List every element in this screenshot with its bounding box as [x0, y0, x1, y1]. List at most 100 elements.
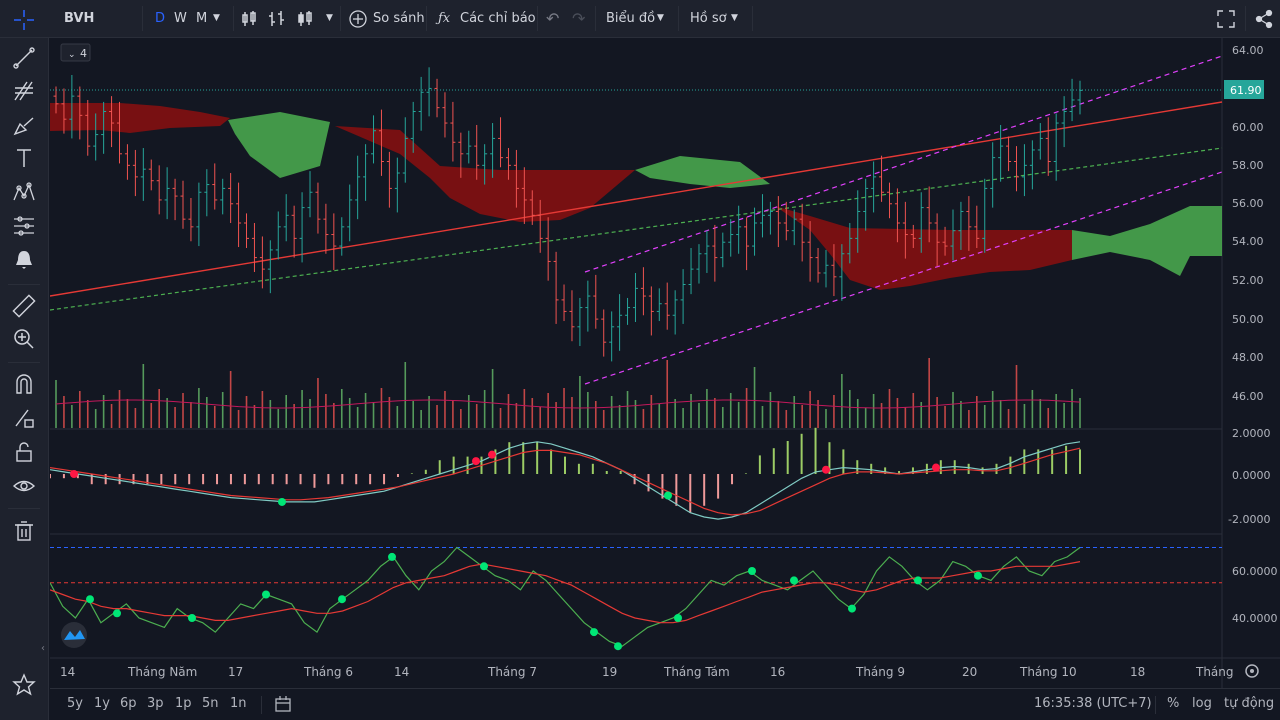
volume-bar [523, 389, 526, 428]
volume-bar [206, 397, 208, 428]
range-5y[interactable]: 5y [67, 696, 83, 711]
range-1y[interactable]: 1y [94, 696, 110, 711]
time-tick: Tháng 9 [855, 665, 905, 679]
channel-upper [584, 55, 1223, 273]
redo-icon[interactable]: ↷ [572, 9, 586, 28]
range-1d[interactable]: 1n [230, 696, 247, 711]
volume-bar [174, 407, 176, 428]
fullscreen-icon[interactable] [1216, 9, 1236, 29]
pitchfork-icon[interactable] [12, 79, 36, 103]
volume-bar [555, 402, 557, 428]
time-axis[interactable]: 14 Tháng Năm 17 Tháng 6 14 Tháng 7 19 Th… [60, 665, 1234, 679]
time-tick: 18 [1130, 665, 1145, 679]
go-to-date-icon[interactable] [274, 695, 292, 713]
chart-area[interactable]: ⌄ 4 64.00 60.00 58.00 56.00 54.00 52.00 … [50, 38, 1280, 688]
rsi-signal-marker [86, 595, 94, 604]
legend-toggle[interactable]: ⌄ 4 [60, 43, 91, 62]
add-compare-icon[interactable] [348, 9, 368, 29]
volume-bar [682, 408, 684, 428]
percent-toggle[interactable]: % [1167, 696, 1180, 711]
last-price-badge: 61.90 [1224, 80, 1264, 99]
tradingview-logo-icon[interactable] [61, 622, 87, 648]
volume-bar [166, 398, 168, 428]
indicators-button[interactable]: Các chỉ báo [460, 11, 536, 26]
symbol-search[interactable]: BVH [64, 11, 95, 26]
macd-axis[interactable]: 2.0000 0.0000 -2.0000 [1228, 427, 1271, 526]
brush-icon[interactable] [12, 114, 36, 138]
interval-week[interactable]: W [174, 11, 187, 26]
log-toggle[interactable]: log [1192, 696, 1212, 711]
chevron-down-icon[interactable]: ▼ [657, 13, 664, 23]
trash-icon[interactable] [12, 519, 36, 543]
volume-bar [269, 400, 272, 428]
volume-bar [602, 410, 605, 428]
rsi-line [50, 546, 1081, 647]
chart-menu-button[interactable]: Biểu đồ [606, 11, 656, 26]
trend-line-icon[interactable] [12, 46, 36, 70]
chart-type-icons[interactable] [241, 9, 327, 29]
unlock-icon[interactable] [12, 440, 36, 464]
volume-bar [833, 395, 835, 428]
interval-month[interactable]: M [196, 11, 208, 26]
magnet-icon[interactable] [12, 372, 36, 396]
range-6m[interactable]: 6p [120, 696, 137, 711]
profile-menu-button[interactable]: Hồ sơ [690, 11, 727, 26]
share-icon[interactable] [1254, 9, 1274, 29]
rsi-signal-marker [480, 562, 488, 571]
volume-bar [1079, 398, 1081, 428]
volume-bar [134, 408, 137, 428]
volume-bar [63, 396, 65, 428]
volume-bar [896, 398, 899, 428]
indicators-icon[interactable]: ƒx [438, 11, 451, 26]
text-icon[interactable] [12, 146, 36, 170]
volume-bar [880, 403, 883, 428]
macd-cross-marker [70, 470, 78, 478]
volume-bar [769, 392, 772, 428]
settings-gear-icon[interactable] [1245, 664, 1259, 678]
volume-bar [952, 392, 954, 428]
volume-bar [380, 388, 383, 428]
undo-icon[interactable]: ↶ [546, 9, 560, 28]
range-1m[interactable]: 1p [175, 696, 192, 711]
time-tick: Tháng [1195, 665, 1234, 679]
compare-button[interactable]: So sánh [373, 11, 425, 26]
rsi-axis[interactable]: 60.0000 40.0000 [1232, 565, 1278, 625]
volume-bar [491, 369, 494, 428]
volume-bar [1055, 394, 1057, 428]
range-5d[interactable]: 5n [202, 696, 219, 711]
collapse-toolbar-icon[interactable]: ‹ [41, 643, 45, 654]
volume-bar [920, 402, 923, 428]
rsi-signal-marker [748, 567, 756, 575]
prediction-icon[interactable] [12, 214, 36, 238]
trendline-red [50, 101, 1223, 297]
interval-day[interactable]: D [155, 11, 166, 26]
range-3m[interactable]: 3p [147, 696, 164, 711]
rsi-signal-marker [614, 642, 622, 651]
price-axis[interactable]: 64.00 60.00 58.00 56.00 54.00 52.00 50.0… [1232, 44, 1264, 403]
divider [8, 508, 40, 509]
ruler-icon[interactable] [12, 294, 36, 318]
volume-bar [737, 402, 740, 428]
chevron-down-icon[interactable]: ▼ [326, 13, 333, 23]
divider [678, 6, 679, 31]
price-tick: 64.00 [1232, 44, 1264, 57]
clock[interactable]: 16:35:38 (UTC+7) [1034, 696, 1152, 711]
volume-bar [285, 395, 288, 428]
eye-icon[interactable] [12, 474, 36, 498]
time-tick: 17 [228, 665, 243, 679]
crosshair-icon[interactable] [12, 8, 36, 32]
lock-drawing-icon[interactable] [12, 406, 36, 430]
pattern-icon[interactable] [12, 180, 36, 204]
volume-bar [991, 391, 994, 428]
chevron-down-icon[interactable]: ▼ [731, 13, 738, 23]
chevron-down-icon[interactable]: ▼ [213, 13, 220, 23]
volume-bar [928, 358, 930, 428]
alert-icon[interactable] [12, 248, 36, 272]
volume-bar [690, 394, 692, 428]
rsi-signal-marker [188, 614, 196, 622]
trendlines[interactable] [50, 55, 1223, 385]
rsi-signal-marker [388, 552, 396, 561]
auto-scale-toggle[interactable]: tự động [1224, 696, 1275, 711]
star-icon[interactable] [12, 673, 36, 697]
zoom-in-icon[interactable] [12, 327, 36, 351]
